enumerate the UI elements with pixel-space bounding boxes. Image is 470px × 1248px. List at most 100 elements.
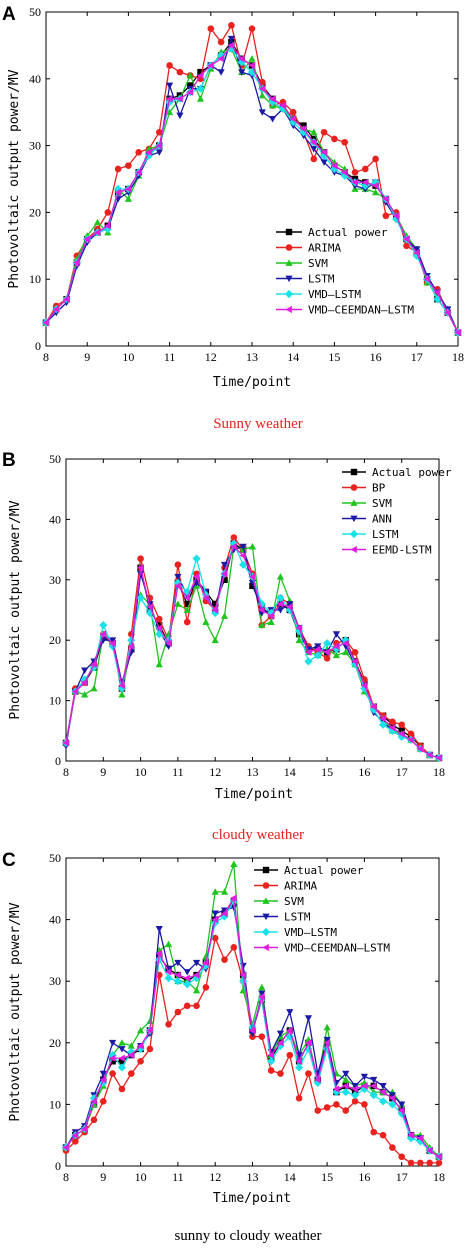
data-point <box>304 1039 312 1047</box>
y-tick-label: 40 <box>49 913 61 927</box>
plot-frame <box>45 11 459 347</box>
legend: Actual power ARIMA SVM LSTM VMD—LSTM VMD—CEEM… <box>276 226 414 317</box>
legend-entry: ANN <box>342 513 392 526</box>
x-tick-label: 11 <box>172 1170 184 1184</box>
data-point <box>202 594 209 602</box>
data-point <box>332 645 341 654</box>
data-point <box>276 1030 285 1038</box>
data-point <box>269 116 277 123</box>
data-point <box>382 195 389 203</box>
data-point <box>258 990 266 998</box>
data-point <box>156 621 163 629</box>
data-point <box>289 115 297 123</box>
data-point <box>220 561 229 569</box>
data-point <box>426 751 433 759</box>
legend-swatch-marker <box>262 943 269 952</box>
x-tick-label: 9 <box>100 1170 106 1184</box>
data-point <box>183 969 191 976</box>
series <box>62 860 443 1160</box>
data-point <box>398 1153 406 1161</box>
panel-b-letter: B <box>2 450 16 471</box>
data-point <box>183 594 191 602</box>
data-point <box>426 1159 433 1167</box>
data-point <box>81 690 89 698</box>
legend-swatch-marker <box>285 244 293 251</box>
x-tick-label: 10 <box>135 765 147 779</box>
data-point <box>155 955 164 964</box>
legend-label: LSTM <box>308 273 335 286</box>
data-point <box>295 636 303 644</box>
data-point <box>109 1039 117 1047</box>
data-point <box>220 612 229 619</box>
x-tick-label: 8 <box>63 765 69 779</box>
legend-label: Actual power <box>308 226 388 239</box>
data-point <box>378 720 388 729</box>
x-tick-label: 16 <box>358 1170 370 1184</box>
legend-label: LSTM <box>284 911 311 924</box>
data-point <box>174 573 182 581</box>
data-point <box>258 983 266 991</box>
data-point <box>192 554 201 563</box>
legend-label: ARIMA <box>308 242 341 255</box>
data-point <box>398 1106 405 1115</box>
y-axis-title: Photovoltaic output power/MV <box>8 500 23 719</box>
legend-label: LSTM <box>372 528 399 541</box>
data-point <box>360 1084 369 1094</box>
data-point <box>227 35 235 43</box>
legend-label: VMD—CEEMDAN—LSTM <box>308 304 414 317</box>
data-point <box>416 1134 424 1142</box>
legend-label: SVM <box>308 257 328 270</box>
data-point <box>211 934 219 942</box>
data-point <box>109 1058 116 1065</box>
y-tick-label: 50 <box>49 851 61 865</box>
data-point <box>361 178 369 186</box>
data-point <box>313 651 322 660</box>
data-point <box>72 1138 79 1145</box>
data-point <box>135 168 142 176</box>
data-point <box>342 1107 350 1114</box>
data-point <box>310 138 317 146</box>
data-point <box>370 1082 377 1090</box>
data-point <box>155 925 163 933</box>
data-point <box>186 71 194 79</box>
data-point <box>310 155 318 163</box>
data-point <box>183 618 191 626</box>
data-point <box>73 258 80 267</box>
data-point <box>145 608 155 618</box>
data-point <box>207 25 215 32</box>
data-point <box>314 643 322 650</box>
data-point <box>118 681 125 690</box>
data-point <box>416 745 424 753</box>
data-point <box>196 95 205 102</box>
legend-label: VMD—CEEMDAN—LSTM <box>284 942 390 955</box>
data-point <box>407 1159 415 1167</box>
data-point <box>230 904 238 911</box>
axes: 8 9 10 11 12 13 14 15 16 17 18 0 10 20 30 40 50 <box>49 851 445 1184</box>
x-tick-label: 11 <box>172 765 184 779</box>
data-point <box>71 1131 79 1139</box>
data-point <box>166 82 174 90</box>
data-point <box>146 1026 153 1035</box>
data-point <box>228 22 235 29</box>
data-point <box>398 730 405 738</box>
legend-swatch-marker <box>350 545 357 554</box>
data-point <box>192 573 200 581</box>
data-point <box>276 573 285 580</box>
data-point <box>174 959 182 967</box>
series-layer <box>61 860 444 1167</box>
data-point <box>99 621 108 630</box>
data-point <box>164 639 172 647</box>
data-point <box>402 235 410 243</box>
data-point <box>109 1054 116 1062</box>
data-point <box>361 1101 368 1108</box>
data-point <box>289 108 297 116</box>
data-point <box>118 690 126 698</box>
data-point <box>330 162 338 170</box>
data-point <box>267 1067 275 1074</box>
series-layer <box>61 534 444 763</box>
data-point <box>276 593 285 603</box>
data-point <box>125 162 132 169</box>
legend-entry: SVM <box>342 497 392 510</box>
data-point <box>304 648 312 656</box>
